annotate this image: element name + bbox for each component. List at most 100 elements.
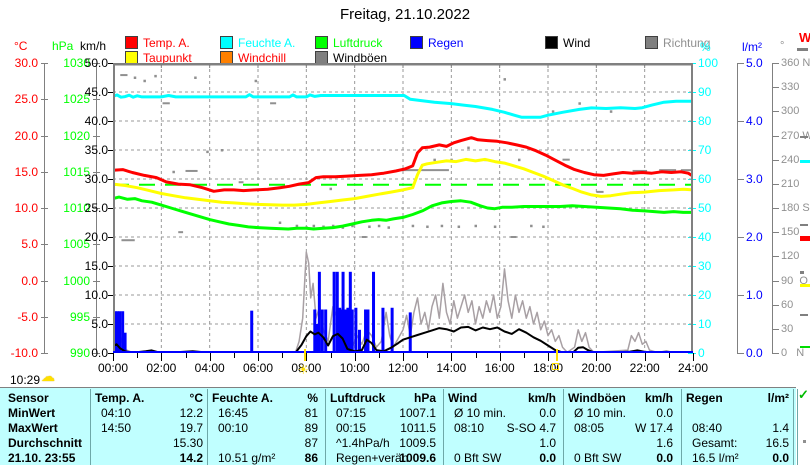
- legend-label: Regen: [428, 36, 464, 50]
- table-column-divider: [681, 389, 682, 465]
- humidity-tick-label: 100: [698, 56, 719, 70]
- pressure-tick: [93, 171, 100, 173]
- time-tick-label: 14:00: [436, 361, 467, 375]
- time-tick: [113, 353, 114, 361]
- table-cell-value: 0.0: [772, 451, 789, 465]
- time-tick-label: 10:00: [339, 361, 370, 375]
- time-tick: [378, 353, 380, 358]
- time-tick-label: 00:00: [97, 361, 129, 375]
- rain-bar: [348, 271, 352, 353]
- table-cell-label: 0 Bft SW: [574, 451, 622, 465]
- table-cell-label: 08:05: [574, 421, 605, 435]
- windspeed-tick: [108, 324, 113, 325]
- table-column-divider: [793, 389, 794, 465]
- rain-bar: [324, 309, 328, 353]
- time-tick: [572, 353, 574, 358]
- time-tick-label: 02:00: [146, 361, 177, 375]
- chart-line-luftdruck: [111, 195, 695, 231]
- table-cell-value: 19.7: [179, 421, 203, 435]
- humidity-tick-label: 40: [698, 230, 712, 244]
- pressure-tick: [93, 316, 100, 318]
- temp-tick: [41, 135, 48, 137]
- table-cell-value: 81: [304, 406, 318, 420]
- rain-bar: [115, 311, 119, 353]
- rain-axis-line: [737, 63, 738, 353]
- windspeed-tick-label: 15.0: [84, 259, 108, 273]
- direction-dot: [295, 224, 299, 228]
- legend-item-windchill: Windchill: [220, 51, 286, 65]
- windspeed-tick: [108, 63, 113, 64]
- legend-label: Windchill: [238, 51, 287, 65]
- direction-dot: [503, 78, 506, 81]
- right-edge-dash: [797, 48, 808, 51]
- direction-dot: [194, 76, 197, 79]
- time-tick: [354, 353, 356, 361]
- direction-dot: [206, 150, 209, 154]
- rain-bar: [350, 309, 354, 353]
- rain-tick-label: 4.0: [746, 114, 763, 128]
- direction-dot: [493, 225, 497, 229]
- time-tick: [644, 353, 646, 361]
- rain-bar: [366, 309, 370, 353]
- legend-label: Taupunkt: [143, 51, 192, 65]
- time-tick-label: 08:00: [291, 361, 322, 375]
- humidity-tick: [688, 353, 696, 354]
- temp-tick-label: 30.0: [14, 56, 38, 70]
- table-cell-value: 16.5: [765, 436, 789, 450]
- temp-tick: [41, 99, 48, 101]
- direction-dot: [143, 79, 146, 83]
- table-row-label: Durchschnitt: [8, 436, 83, 450]
- direction-dot: [368, 225, 371, 229]
- table-background: [0, 388, 796, 465]
- humidity-tick-label: 20: [698, 288, 712, 302]
- rain-tick-label: 2.0: [746, 230, 763, 244]
- direction-tick: [772, 183, 779, 185]
- direction-dot: [331, 224, 335, 228]
- windspeed-tick: [108, 150, 113, 151]
- table-cell-value: 89: [304, 421, 318, 435]
- pressure-axis-unit: hPa: [52, 39, 74, 53]
- table-cell-label: 0 Bft SW: [454, 451, 502, 465]
- table-cell-value: 87: [304, 436, 318, 450]
- rain-bar: [338, 307, 342, 353]
- legend-swatch-icon: [410, 36, 423, 49]
- direction-dot: [440, 224, 444, 228]
- direction-dot: [351, 224, 354, 228]
- temp-tick-label: 0.0: [21, 273, 38, 288]
- direction-dot: [341, 226, 345, 229]
- direction-tick-label: 240: [781, 153, 800, 166]
- direction-dot: [551, 110, 555, 113]
- windspeed-tick: [108, 208, 113, 209]
- humidity-tick-label: 90: [698, 85, 712, 99]
- time-tick: [330, 353, 332, 358]
- direction-dot: [467, 146, 470, 150]
- legend-label: Feuchte A.: [238, 36, 296, 50]
- table-row-label: MaxWert: [8, 421, 58, 435]
- chart-svg: [111, 62, 695, 354]
- pressure-tick-label: 1025: [63, 92, 90, 107]
- table-col-unit: %: [307, 391, 318, 405]
- table-col-header: Luftdruck: [330, 391, 386, 405]
- direction-tick: [772, 87, 779, 89]
- time-tick: [185, 353, 187, 358]
- table-cell-value: 1.4: [772, 421, 789, 435]
- pressure-tick: [93, 280, 100, 282]
- table-cell-label: 16:45: [218, 406, 249, 420]
- pressure-tick: [93, 208, 100, 209]
- rain-tick-label: 1.0: [746, 288, 763, 302]
- table-cell-label: 00:15: [336, 421, 367, 435]
- time-tick: [548, 353, 549, 361]
- table-cell-label: Ø 10 min.: [574, 406, 627, 420]
- table-column-divider: [90, 389, 91, 465]
- pressure-tick-label: 1010: [63, 201, 90, 215]
- direction-dot: [172, 170, 175, 174]
- table-cell-label: Regen+verän: [336, 451, 409, 465]
- table-cell-label: Gesamt:: [692, 436, 738, 450]
- table-column-divider: [443, 389, 444, 465]
- table-cell-value: W 17.4: [634, 421, 673, 435]
- direction-dot: [518, 158, 521, 162]
- rain-bar: [320, 309, 324, 353]
- windspeed-tick: [108, 266, 113, 267]
- table-cell-value: 1.0: [539, 436, 556, 450]
- direction-tick: [772, 232, 779, 234]
